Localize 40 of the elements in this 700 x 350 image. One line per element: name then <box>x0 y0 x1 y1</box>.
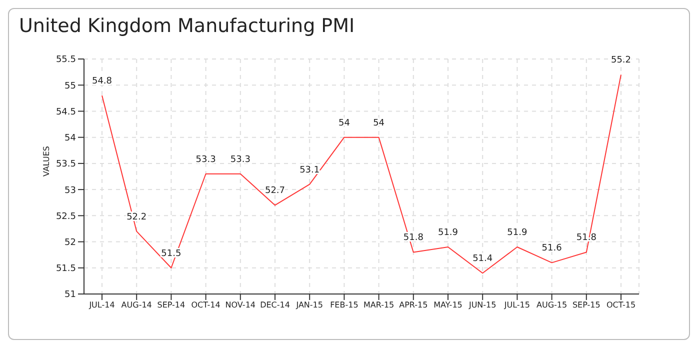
x-tick-label: AUG-14 <box>121 300 152 310</box>
y-tick-label: 55.5 <box>56 55 76 66</box>
x-tick-label: MAR-15 <box>363 300 394 310</box>
y-tick-label: 51.5 <box>56 264 76 274</box>
y-tick-label: 53 <box>64 186 76 196</box>
y-tick-label: 52.5 <box>56 212 76 222</box>
x-tick-label: OCT-15 <box>606 300 636 310</box>
x-tick-label: SEP-15 <box>572 300 600 310</box>
data-label: 55.2 <box>610 56 632 66</box>
data-label: 54 <box>373 118 385 128</box>
x-tick-label: JAN-15 <box>295 300 323 310</box>
x-tick-label: JUL-15 <box>503 300 530 310</box>
x-tick-label: FEB-15 <box>330 300 358 310</box>
data-label: 54 <box>338 118 350 128</box>
x-tick-label: APR-15 <box>399 300 428 310</box>
x-tick-label: AUG-15 <box>536 300 568 310</box>
data-label: 53.1 <box>300 165 320 176</box>
y-tick-label: 52 <box>64 238 76 248</box>
y-tick-label: 51 <box>64 290 76 300</box>
y-tick-label: 55 <box>64 81 76 92</box>
data-label: 51.9 <box>438 228 458 238</box>
y-tick-label: 54 <box>64 134 76 144</box>
y-tick-label: 53.5 <box>56 160 76 170</box>
data-label: 54.8 <box>92 76 112 87</box>
y-axis-title: VALUES <box>42 146 51 176</box>
x-tick-label: JUL-14 <box>88 300 115 310</box>
data-label: 51.6 <box>542 244 562 254</box>
x-tick-label: DEC-14 <box>260 300 290 310</box>
x-tick-label: NOV-14 <box>225 300 256 310</box>
data-label: 51.4 <box>472 254 493 264</box>
x-tick-label: MAY-15 <box>434 300 462 310</box>
y-tick-label: 54.5 <box>56 107 76 118</box>
data-label: 53.3 <box>196 154 216 165</box>
x-tick-label: JUN-15 <box>468 300 496 310</box>
chart-title: United Kingdom Manufacturing PMI <box>19 15 355 37</box>
data-label: 52.7 <box>264 186 286 196</box>
x-tick-label: OCT-14 <box>191 300 220 310</box>
data-label: 53.3 <box>230 154 250 165</box>
data-label: 51.9 <box>507 228 528 238</box>
x-tick-label: SEP-14 <box>157 300 186 310</box>
